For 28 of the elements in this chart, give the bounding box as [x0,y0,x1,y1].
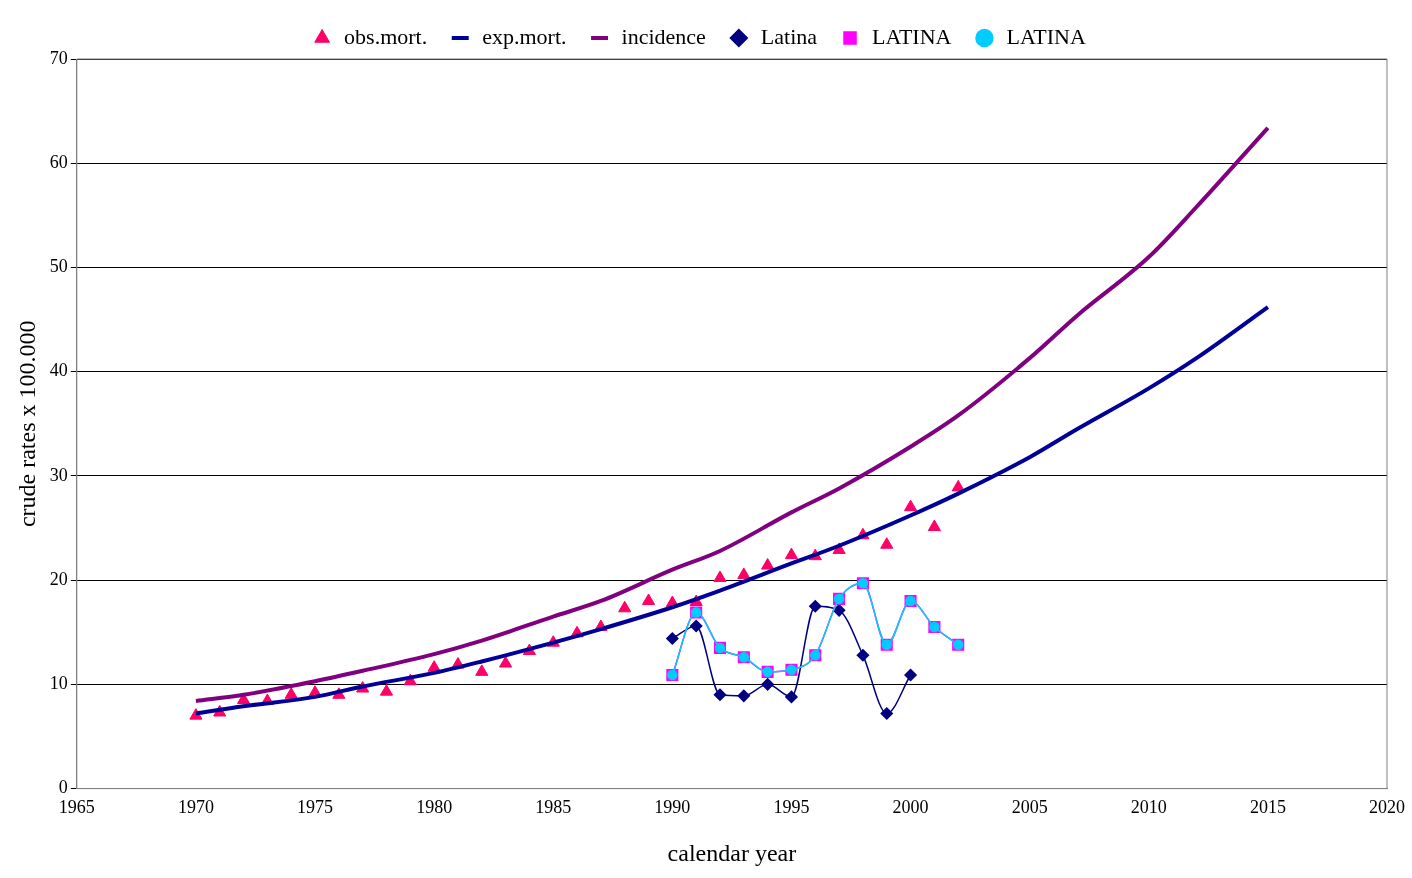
x-axis-title: calendar year [667,839,797,866]
x-tick-label: 1995 [773,797,810,818]
x-tick-label: 1970 [177,797,214,818]
y-tick-label: 30 [49,464,68,485]
x-tick-label: 2020 [1369,797,1405,818]
x-tick-label: 1975 [297,797,334,818]
legend-label: obs.mort. [344,23,428,49]
x-tick-label: 1985 [535,797,572,818]
x-tick-label: 2005 [1011,797,1048,818]
legend-label: exp.mort. [482,23,567,49]
x-tick-label: 2010 [1130,797,1167,818]
y-tick-label: 50 [49,256,68,277]
y-tick-label: 60 [49,151,68,172]
x-tick-label: 2000 [892,797,929,818]
y-tick-label: 10 [49,673,68,694]
y-axis-title: crude rates x 100.000 [13,320,40,528]
y-tick-label: 70 [49,47,68,68]
legend-label: LATINA [1006,23,1086,49]
x-tick-label: 1990 [654,797,691,818]
x-tick-label: 1980 [416,797,453,818]
legend-label: LATINA [872,23,952,49]
y-tick-label: 20 [49,568,68,589]
legend-label: Latina [760,23,818,49]
y-tick-label: 0 [58,777,68,798]
x-tick-label: 2015 [1249,797,1286,818]
x-tick-label: 1965 [58,797,95,818]
legend-label: incidence [621,23,706,49]
y-tick-label: 40 [49,360,68,381]
